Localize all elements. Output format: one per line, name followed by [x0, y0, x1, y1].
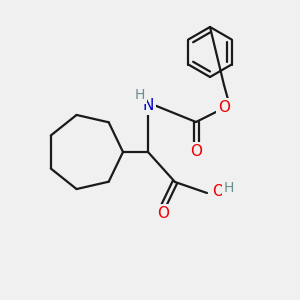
Text: H: H [224, 181, 234, 195]
Text: O: O [218, 100, 230, 116]
Text: O: O [157, 206, 169, 221]
Text: O: O [212, 184, 224, 200]
Text: O: O [190, 145, 202, 160]
Text: H: H [135, 88, 145, 102]
Text: N: N [142, 98, 154, 112]
